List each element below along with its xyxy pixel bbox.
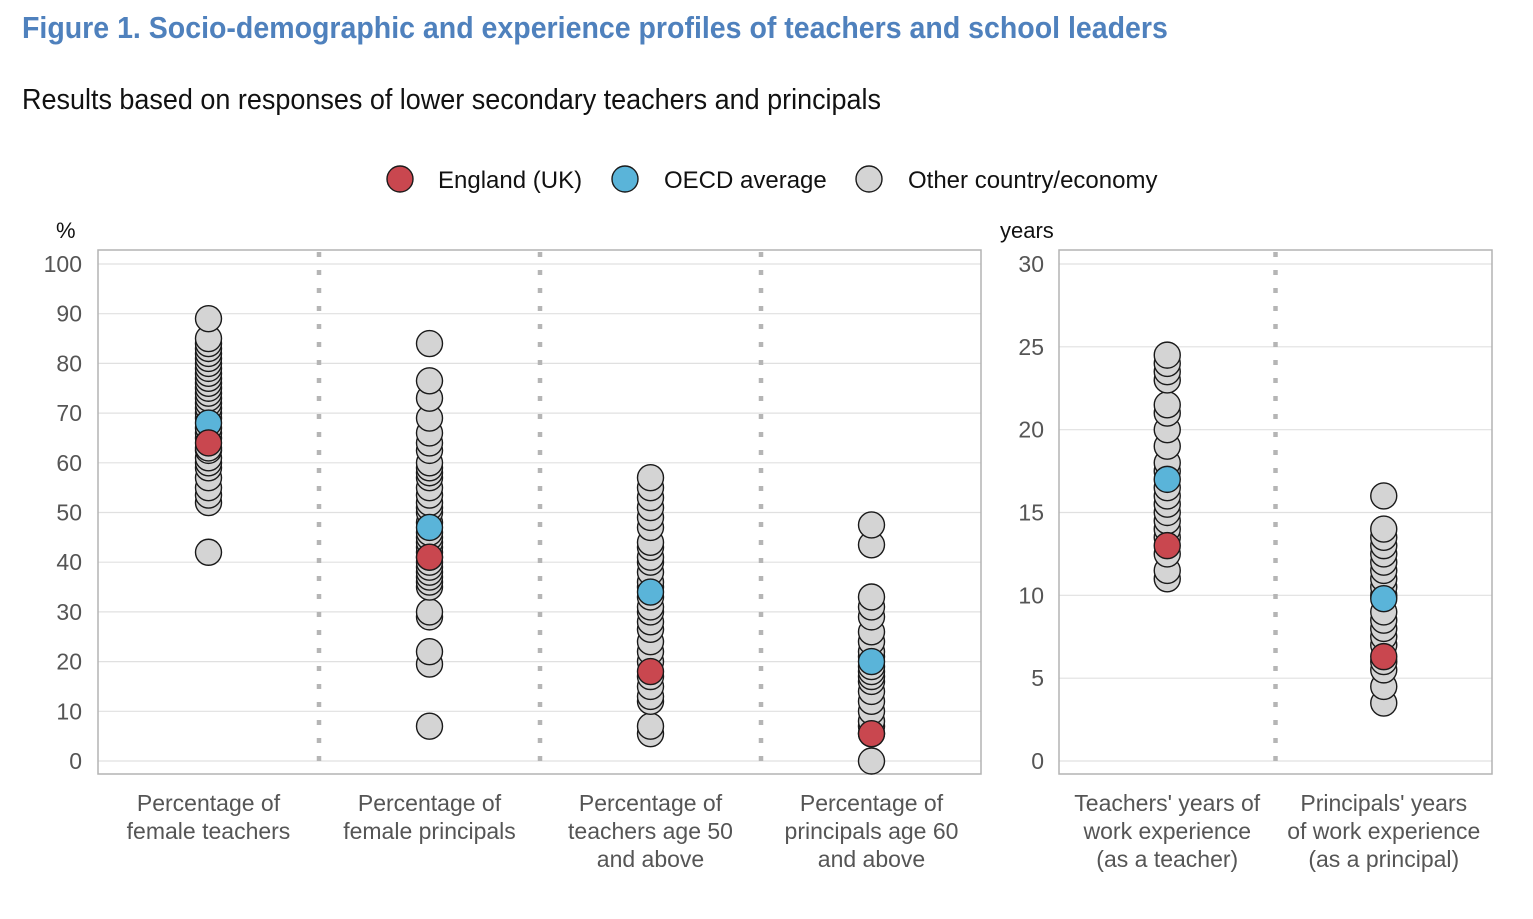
category-label: female principals [343, 818, 516, 844]
legend-marker-other [855, 165, 883, 193]
y-axis-unit-label: years [1000, 218, 1054, 243]
data-point [194, 304, 223, 333]
category-label: Principals' years [1300, 790, 1467, 816]
data-point [636, 578, 665, 606]
category-label: Percentage of [358, 790, 502, 816]
data-point [415, 637, 444, 666]
data-point [636, 657, 665, 686]
data-point [1153, 391, 1181, 419]
data-point [1370, 584, 1398, 613]
legend-marker-england [386, 165, 414, 193]
category-label: and above [818, 846, 925, 872]
category-label: Percentage of [579, 790, 723, 816]
y-tick-label: 20 [56, 649, 82, 675]
chart-legend: England (UK) OECD average Other country/… [386, 165, 1157, 194]
data-point [415, 513, 444, 542]
y-tick-label: 90 [56, 301, 82, 327]
category-label: Percentage of [137, 790, 281, 816]
y-tick-label: 100 [44, 251, 82, 277]
y-tick-label: 5 [1031, 665, 1044, 691]
panel-frame [1058, 249, 1493, 775]
data-point [415, 598, 444, 626]
data-point [1153, 465, 1181, 494]
data-point [1370, 642, 1398, 671]
category-label: Teachers' years of [1074, 790, 1261, 816]
legend-label-oecd: OECD average [664, 167, 827, 194]
category-label: and above [597, 846, 704, 872]
y-tick-label: 25 [1018, 334, 1044, 360]
data-point [857, 583, 886, 611]
data-point [194, 429, 223, 457]
y-axis-unit-label: % [56, 218, 76, 243]
legend-label-england: England (UK) [438, 167, 582, 194]
y-tick-label: 40 [56, 549, 82, 575]
y-tick-label: 0 [1031, 748, 1044, 774]
data-point [857, 719, 886, 748]
category-label: Percentage of [800, 790, 944, 816]
data-point [1370, 482, 1398, 510]
category-label: (as a teacher) [1096, 846, 1238, 872]
data-point [1153, 531, 1181, 560]
data-point [1370, 515, 1398, 543]
category-label: of work experience [1287, 818, 1480, 844]
data-point [857, 647, 886, 676]
panel-frame [97, 249, 982, 775]
data-point [636, 712, 665, 740]
data-point [415, 712, 444, 740]
y-tick-label: 10 [1018, 582, 1044, 608]
y-tick-label: 80 [56, 350, 82, 376]
y-tick-label: 70 [56, 400, 82, 426]
category-label: principals age 60 [785, 818, 959, 844]
figure-subtitle: Results based on responses of lower seco… [22, 84, 882, 116]
years-panel: 0 5 10 15 20 25 30 years Teachers' years ofwork … [1000, 218, 1493, 872]
legend-label-other: Other country/economy [908, 167, 1157, 194]
category-label: work experience [1083, 818, 1251, 844]
data-point [857, 511, 886, 539]
data-point [1153, 341, 1181, 369]
data-point [415, 329, 444, 358]
data-point [636, 464, 665, 492]
data-point [194, 538, 223, 566]
y-tick-label: 30 [56, 599, 82, 625]
y-tick-label: 15 [1018, 500, 1044, 526]
data-point [415, 367, 444, 395]
y-tick-label: 30 [1018, 251, 1044, 277]
y-tick-label: 10 [56, 698, 82, 724]
y-tick-label: 0 [69, 748, 82, 774]
category-label: female teachers [127, 818, 291, 844]
data-point [415, 543, 444, 571]
y-tick-label: 50 [56, 500, 82, 526]
y-tick-label: 60 [56, 450, 82, 476]
figure-title: Figure 1. Socio-demographic and experien… [22, 10, 1168, 45]
category-label: (as a principal) [1308, 846, 1459, 872]
y-tick-label: 20 [1018, 417, 1044, 443]
category-label: teachers age 50 [568, 818, 733, 844]
legend-marker-oecd [611, 165, 639, 193]
data-point [857, 747, 886, 775]
